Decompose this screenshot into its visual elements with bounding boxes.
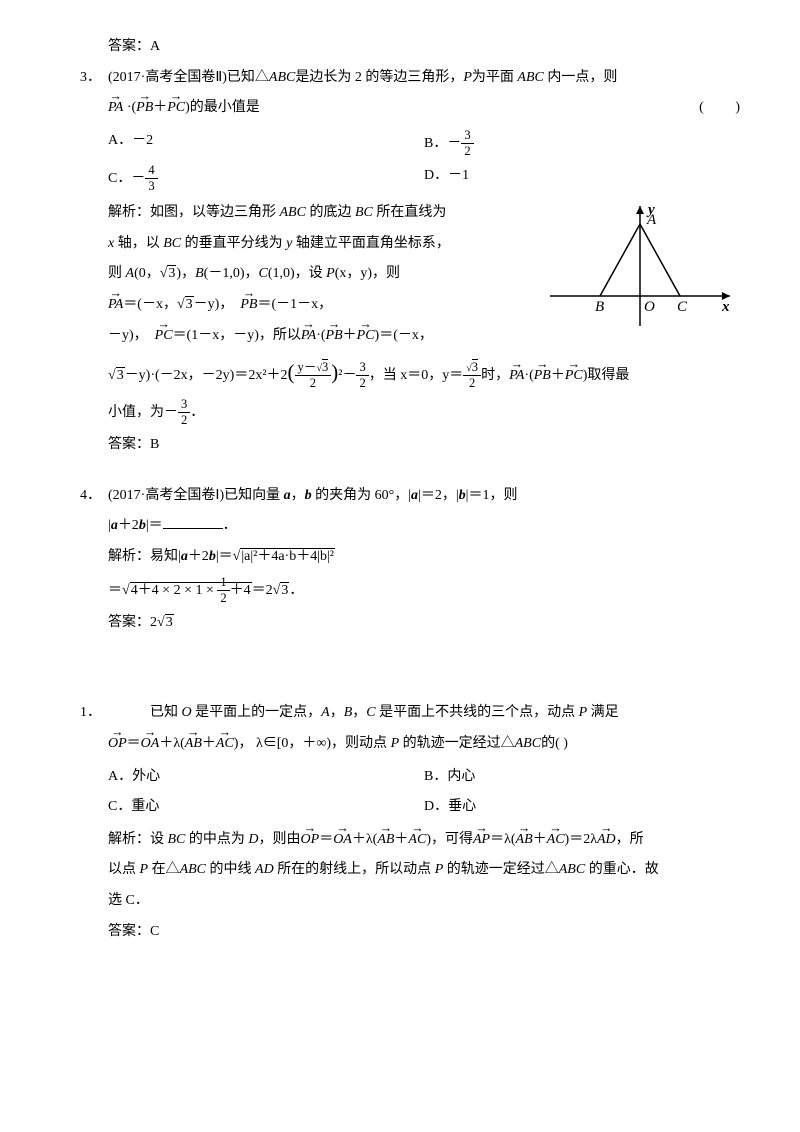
problem-3: 3． (2017·高考全国卷Ⅱ)已知△ABC是边长为 2 的等边三角形，P为平面… xyxy=(80,65,740,463)
ans-1: 答案：C xyxy=(108,919,740,946)
stem-1: 已知 O 是平面上的一定点，A，B，C 是平面上不共线的三个点，动点 P 满足 xyxy=(108,700,740,727)
svg-text:B: B xyxy=(595,299,604,315)
blank-4 xyxy=(163,528,223,529)
ans-4: 答案：23 xyxy=(108,610,740,637)
stem-4: (2017·高考全国卷Ⅰ)已知向量 a，b 的夹角为 60°，|a|＝2，|b|… xyxy=(108,483,740,510)
num-3: 3． xyxy=(80,65,108,92)
opt-3C: C．－43 xyxy=(108,161,424,196)
opt-1D: D．垂心 xyxy=(424,792,740,823)
expr-3: PA ·(PB＋PC)的最小值是 ( ) xyxy=(108,95,740,122)
figure-3: A B O C x y xyxy=(540,196,740,336)
svg-text:O: O xyxy=(644,299,655,315)
ans-3: 答案：B xyxy=(108,432,740,459)
num-1: 1． xyxy=(80,700,108,727)
pre-answer: 答案：A xyxy=(108,34,740,61)
opt-3D: D．－1 xyxy=(424,161,740,196)
paren-3: ( ) xyxy=(699,95,754,122)
sol-1: 解析：设 BC 的中点为 D，则由OP＝OA＋λ(AB＋AC)，可得AP＝λ(A… xyxy=(108,827,740,854)
opt-3B: B．－32 xyxy=(424,126,740,161)
svg-text:x: x xyxy=(721,299,730,315)
sol-3: A B O C x y 解析：如图，以等边三角形 ABC 的底边 BC 所在直线… xyxy=(108,196,740,463)
opts-1: A．外心 B．内心 C．重心 D．垂心 xyxy=(108,762,740,823)
opt-1C: C．重心 xyxy=(108,792,424,823)
svg-text:y: y xyxy=(646,202,655,218)
opt-1B: B．内心 xyxy=(424,762,740,793)
svg-text:C: C xyxy=(677,299,688,315)
num-4: 4． xyxy=(80,483,108,510)
problem-1: 1． 已知 O 是平面上的一定点，A，B，C 是平面上不共线的三个点，动点 P … xyxy=(80,700,740,945)
opt-1A: A．外心 xyxy=(108,762,424,793)
opts-3: A．－2 B．－32 C．－43 D．－1 xyxy=(108,126,740,196)
opt-3A: A．－2 xyxy=(108,126,424,161)
stem-3: (2017·高考全国卷Ⅱ)已知△ABC是边长为 2 的等边三角形，P为平面 AB… xyxy=(108,65,740,92)
problem-4: 4． (2017·高考全国卷Ⅰ)已知向量 a，b 的夹角为 60°，|a|＝2，… xyxy=(80,483,740,637)
